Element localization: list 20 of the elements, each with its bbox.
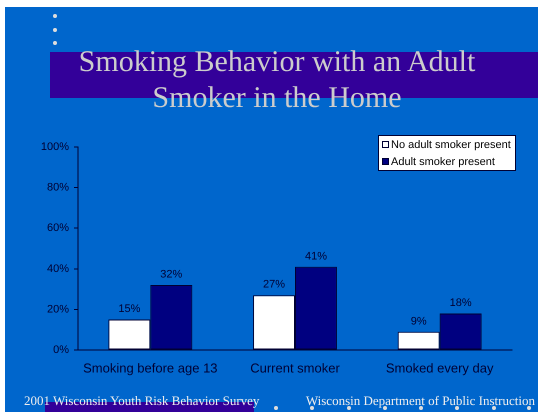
- data-label: 15%: [118, 303, 141, 316]
- data-label: 27%: [263, 278, 286, 291]
- data-label: 32%: [160, 268, 183, 281]
- y-tick-label: 0%: [53, 344, 70, 356]
- y-tick-label: 100%: [40, 141, 70, 154]
- y-tick-label: 80%: [46, 182, 70, 194]
- data-label: 9%: [410, 315, 427, 328]
- legend-label: No adult smoker present: [391, 138, 511, 150]
- text: 2001 Wisconsin Youth Risk Behavior Survey: [24, 393, 260, 409]
- chart-title: Smoking Behavior with an Adult Smoker in the Home: [78, 44, 476, 116]
- y-tick-label: 60%: [46, 222, 70, 234]
- data-label: 18%: [450, 296, 472, 309]
- y-tick-label: 20%: [46, 303, 70, 316]
- data-label: 41%: [304, 250, 328, 262]
- legend-label: Adult smoker present: [391, 156, 495, 168]
- x-tick-label: Smoked every day: [386, 360, 494, 376]
- text: Wisconsin Department of Public Instruction: [306, 393, 535, 409]
- y-tick-label: 40%: [46, 262, 70, 275]
- x-tick-label: Smoking before age 13: [83, 360, 218, 376]
- x-tick-label: Current smoker: [250, 360, 340, 376]
